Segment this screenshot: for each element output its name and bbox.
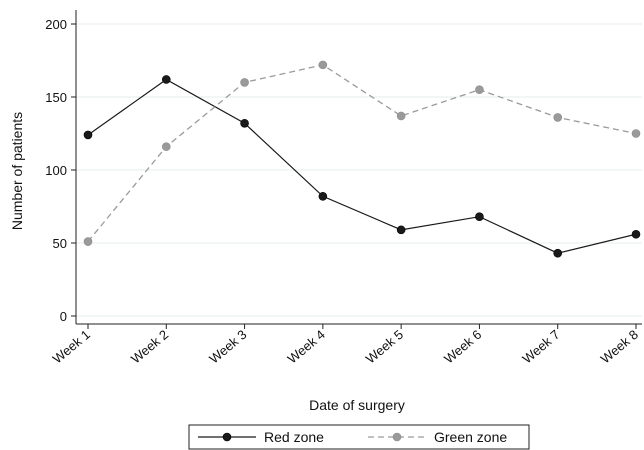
data-point [553, 113, 563, 122]
data-point [161, 75, 171, 84]
series-layer [83, 60, 641, 258]
data-point [318, 191, 328, 201]
legend-marker [392, 432, 402, 442]
x-axis-title: Date of surgery [309, 397, 405, 413]
data-point [631, 229, 641, 239]
legend-label: Red zone [264, 429, 324, 445]
y-tick-label: 0 [60, 309, 67, 324]
data-point [83, 237, 93, 246]
legend-marker [222, 432, 232, 442]
data-point [475, 212, 484, 222]
data-point [240, 118, 249, 128]
data-point [396, 225, 406, 235]
data-point [240, 78, 249, 87]
legend-label: Green zone [434, 429, 507, 445]
y-tick-label: 200 [45, 17, 67, 32]
data-point [631, 129, 641, 138]
data-point [396, 111, 406, 121]
y-axis-title: Number of patients [9, 112, 25, 230]
data-point [553, 248, 563, 258]
data-point [161, 142, 171, 151]
grid-lines [76, 23, 642, 317]
series-line [87, 78, 637, 254]
data-point [475, 85, 484, 94]
y-tick-label: 100 [45, 163, 67, 178]
y-axis: 0 50 100 150 200 [45, 10, 77, 324]
y-tick-label: 50 [53, 236, 67, 251]
data-point [318, 60, 328, 70]
series-line [87, 64, 637, 242]
y-tick-label: 150 [45, 90, 67, 105]
data-point [83, 130, 93, 140]
legend: Red zone Green zone [188, 424, 530, 450]
